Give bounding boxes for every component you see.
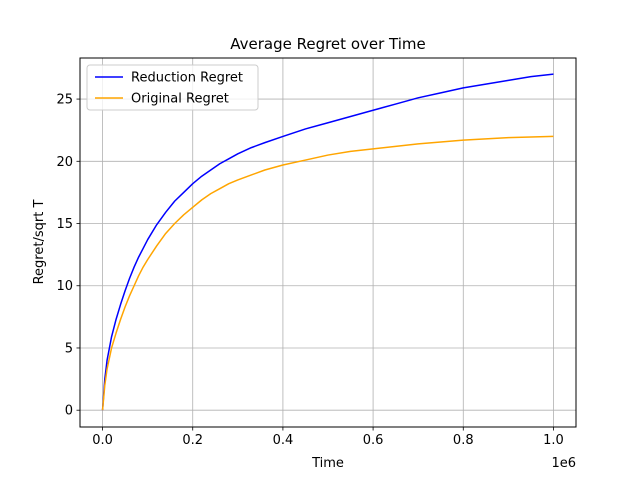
x-tick-label: 1.0 bbox=[543, 433, 564, 448]
legend-label-2: Original Regret bbox=[131, 92, 229, 107]
x-axis-offset-label: 1e6 bbox=[551, 456, 576, 471]
legend-box bbox=[86, 64, 259, 111]
x-axis-label: Time bbox=[311, 456, 344, 471]
y-tick-label: 5 bbox=[65, 341, 73, 356]
chart-title: Average Regret over Time bbox=[230, 35, 426, 53]
x-tick-label: 0.8 bbox=[453, 433, 474, 448]
series-line-2 bbox=[101, 135, 554, 411]
plot-area bbox=[80, 58, 576, 427]
legend: Reduction Regret Original Regret bbox=[86, 64, 259, 111]
plot-frame bbox=[79, 57, 577, 428]
y-axis-label: Regret/sqrt T bbox=[32, 200, 47, 285]
x-tick-label: 0.0 bbox=[92, 433, 113, 448]
x-tick-label: 0.4 bbox=[273, 433, 294, 448]
grid bbox=[80, 58, 576, 427]
legend-label-1: Reduction Regret bbox=[131, 71, 243, 86]
series-line-1 bbox=[101, 73, 554, 411]
y-tick-label: 20 bbox=[56, 155, 73, 170]
series-lines bbox=[101, 73, 554, 411]
axis-ticks: 0.0 0.2 0.4 0.6 0.8 1.0 0 5 10 15 20 25 bbox=[56, 93, 563, 448]
x-tick-label: 0.6 bbox=[363, 433, 384, 448]
y-tick-label: 15 bbox=[56, 217, 73, 232]
y-tick-label: 0 bbox=[65, 404, 73, 419]
y-tick-label: 10 bbox=[56, 279, 73, 294]
y-tick-label: 25 bbox=[56, 93, 73, 108]
x-tick-label: 0.2 bbox=[182, 433, 203, 448]
